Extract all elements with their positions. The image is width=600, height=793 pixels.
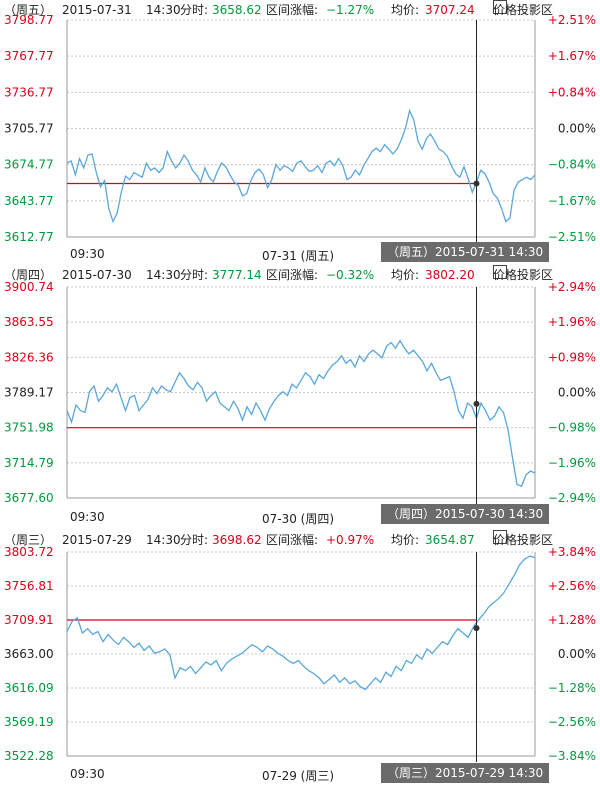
y-tick-label: 3709.91: [4, 613, 54, 627]
y-tick-label: 3612.77: [4, 230, 54, 244]
line-chart: 3798.77 +2.51% 3767.77 +1.67% 3736.77 +0.84% 3…: [4, 13, 596, 244]
fenshi-value: 3698.62: [212, 533, 262, 547]
cursor-dot: [473, 180, 480, 187]
pct-tick-label: −0.84%: [548, 158, 596, 172]
pct-tick-label: +3.84%: [548, 545, 596, 559]
y-tick-label: 3803.72: [4, 545, 54, 559]
pct-tick-label: +2.94%: [548, 280, 596, 294]
x-tick-start: 09:30: [70, 247, 105, 261]
weekday-label: （周三）: [4, 533, 53, 547]
pct-tick-label: −2.94%: [548, 491, 596, 505]
avg-value: 3654.87: [425, 533, 475, 547]
pct-tick-label: +1.67%: [548, 49, 596, 63]
y-tick-label: 3677.60: [4, 491, 54, 505]
date-label: 2015-07-29: [62, 533, 132, 547]
checkbox-icon[interactable]: [493, 0, 507, 14]
y-tick-label: 3756.81: [4, 579, 54, 593]
x-tick-date: 07-31 (周五): [262, 249, 335, 263]
x-tick-start: 09:30: [70, 767, 105, 781]
date-label: 2015-07-30: [62, 268, 132, 282]
chart-panel-thu: （周四） 2015-07-30 14:30 分时: 3777.14 区间涨幅: …: [0, 265, 600, 527]
chart-header: （周四） 2015-07-30 14:30 分时: 3777.14 区间涨幅: …: [0, 265, 600, 285]
x-tick-date: 07-29 (周三): [262, 769, 335, 783]
pct-tick-label: +1.96%: [548, 315, 596, 329]
pct-tick-label: −3.84%: [548, 749, 596, 763]
cursor-dot: [473, 400, 480, 407]
pct-tick-label: −1.28%: [548, 681, 596, 695]
fenshi-label: 分时:: [180, 268, 209, 282]
pct-tick-label: +1.28%: [548, 613, 596, 627]
y-tick-label: 3736.77: [4, 85, 54, 99]
checkbox-icon[interactable]: [493, 530, 507, 544]
y-tick-label: 3751.98: [4, 421, 54, 435]
x-tick-start: 09:30: [70, 510, 105, 524]
checkbox-label: 价格投影区: [493, 3, 554, 17]
avg-label: 均价:: [391, 268, 420, 282]
pct-tick-label: +2.51%: [548, 13, 596, 27]
checkbox-label: 价格投影区: [493, 268, 554, 282]
price-line: [66, 108, 536, 224]
range-label: 区间涨幅:: [266, 268, 319, 282]
fenshi-value: 3777.14: [212, 268, 262, 282]
x-tick-date: 07-30 (周四): [262, 512, 335, 526]
range-value: −1.27%: [326, 3, 375, 17]
checkbox-label: 价格投影区: [493, 533, 554, 547]
pct-tick-label: −1.96%: [548, 456, 596, 470]
range-label: 区间涨幅:: [266, 3, 319, 17]
avg-label: 均价:: [391, 3, 420, 17]
range-value: +0.97%: [326, 533, 375, 547]
chart-panel-wed: （周三） 2015-07-29 14:30 分时: 3698.62 区间涨幅: …: [0, 530, 600, 792]
range-label: 区间涨幅:: [266, 533, 319, 547]
avg-value: 3707.24: [425, 3, 475, 17]
y-tick-label: 3705.77: [4, 122, 54, 136]
chart-panel-fri: （周五） 2015-07-31 14:30 分时: 3658.62 区间涨幅: …: [0, 0, 600, 263]
pct-tick-label: −1.67%: [548, 194, 596, 208]
price-line: [66, 555, 536, 691]
y-tick-label: 3643.77: [4, 194, 54, 208]
y-tick-label: 3767.77: [4, 49, 54, 63]
y-tick-label: 3674.77: [4, 158, 54, 172]
y-tick-label: 3798.77: [4, 13, 54, 27]
fenshi-label: 分时:: [180, 533, 209, 547]
chart-header: （周三） 2015-07-29 14:30 分时: 3698.62 区间涨幅: …: [0, 530, 600, 550]
checkbox-icon[interactable]: [493, 265, 507, 279]
cursor-tooltip: （周四）2015-07-30 14:30: [381, 504, 550, 524]
y-tick-label: 3522.28: [4, 749, 54, 763]
y-tick-label: 3569.19: [4, 715, 54, 729]
y-tick-label: 3789.17: [4, 386, 54, 400]
pct-tick-label: 0.00%: [558, 386, 596, 400]
pct-tick-label: −2.51%: [548, 230, 596, 244]
chart-header: （周五） 2015-07-31 14:30 分时: 3658.62 区间涨幅: …: [0, 0, 600, 20]
line-chart: 3803.72 +3.84% 3756.81 +2.56% 3709.91 +1.28% 3…: [4, 545, 596, 763]
pct-tick-label: +2.56%: [548, 579, 596, 593]
avg-value: 3802.20: [425, 268, 475, 282]
pct-tick-label: +0.84%: [548, 85, 596, 99]
weekday-label: （周五）: [4, 3, 53, 17]
date-label: 2015-07-31: [62, 3, 132, 17]
weekday-label: （周四）: [4, 268, 53, 282]
cursor-dot: [473, 625, 480, 632]
time-label: 14:30: [146, 268, 181, 282]
pct-tick-label: 0.00%: [558, 647, 596, 661]
time-label: 14:30: [146, 533, 181, 547]
price-line: [66, 339, 536, 488]
pct-tick-label: −0.98%: [548, 421, 596, 435]
avg-label: 均价:: [391, 533, 420, 547]
y-tick-label: 3663.00: [4, 647, 54, 661]
time-label: 14:30: [146, 3, 181, 17]
pct-tick-label: +0.98%: [548, 350, 596, 364]
y-tick-label: 3714.79: [4, 456, 54, 470]
cursor-tooltip: （周五）2015-07-31 14:30: [381, 242, 550, 262]
line-chart: 3900.74 +2.94% 3863.55 +1.96% 3826.36 +0.98% 3…: [4, 280, 596, 505]
y-tick-label: 3863.55: [4, 315, 54, 329]
fenshi-value: 3658.62: [212, 3, 262, 17]
y-tick-label: 3616.09: [4, 681, 54, 695]
fenshi-label: 分时:: [180, 3, 209, 17]
y-tick-label: 3900.74: [4, 280, 54, 294]
cursor-tooltip: （周三）2015-07-29 14:30: [381, 763, 550, 783]
y-tick-label: 3826.36: [4, 350, 54, 364]
pct-tick-label: −2.56%: [548, 715, 596, 729]
range-value: −0.32%: [326, 268, 375, 282]
pct-tick-label: 0.00%: [558, 122, 596, 136]
